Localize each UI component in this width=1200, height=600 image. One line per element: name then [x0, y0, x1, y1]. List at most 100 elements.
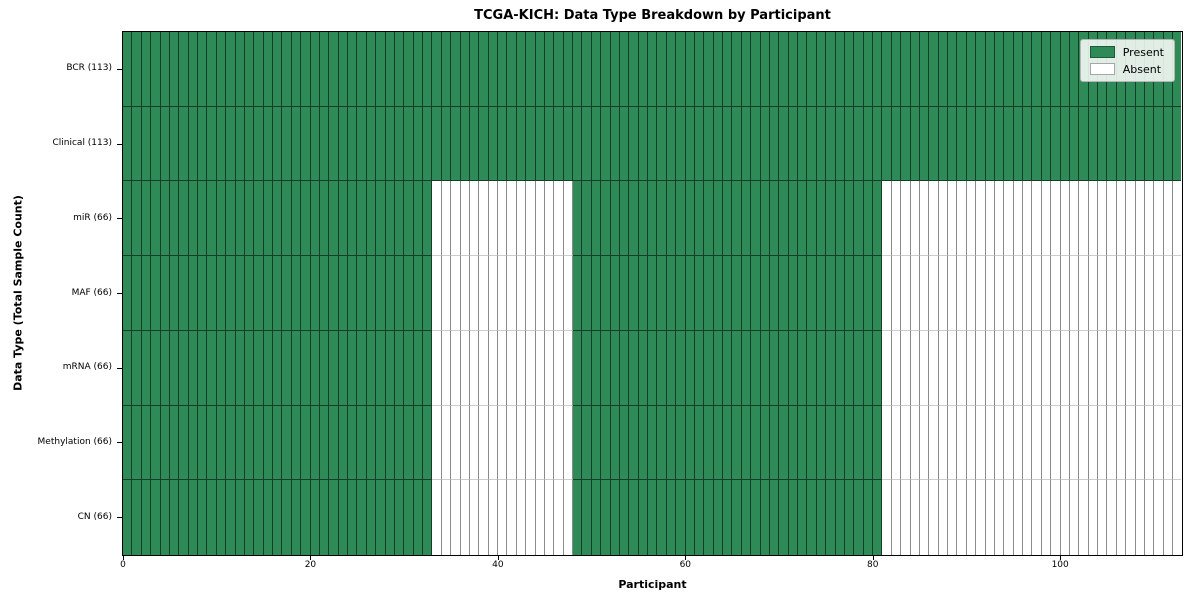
present-cell	[779, 330, 789, 406]
legend-label: Present	[1122, 45, 1164, 59]
present-cell	[751, 106, 761, 182]
absent-cell	[460, 256, 470, 331]
present-cell	[1041, 106, 1052, 182]
present-cell	[629, 106, 639, 182]
present-cell	[573, 106, 583, 182]
present-cell	[310, 32, 320, 107]
present-cell	[732, 32, 742, 107]
absent-cell	[507, 181, 517, 257]
present-cell	[694, 405, 705, 481]
present-cell	[685, 106, 695, 182]
present-cell	[798, 106, 808, 182]
present-cell	[713, 330, 723, 406]
present-cell	[769, 181, 780, 257]
absent-cell	[957, 480, 967, 556]
present-cell	[760, 256, 770, 331]
present-cell	[141, 32, 152, 107]
present-cell	[179, 181, 189, 257]
present-cell	[732, 256, 742, 331]
present-cell	[816, 106, 827, 182]
absent-cell	[441, 181, 452, 257]
present-cell	[338, 480, 348, 556]
absent-cell	[901, 181, 911, 257]
present-cell	[751, 480, 761, 556]
present-cell	[798, 181, 808, 257]
present-cell	[348, 106, 358, 182]
present-cell	[779, 405, 789, 481]
present-cell	[432, 32, 442, 107]
present-cell	[404, 405, 414, 481]
present-cell	[844, 181, 855, 257]
absent-cell	[1116, 181, 1127, 257]
present-cell	[835, 181, 845, 257]
present-cell	[779, 256, 789, 331]
x-tick-label: 0	[120, 560, 126, 570]
present-cell	[610, 32, 620, 107]
present-cell	[291, 32, 302, 107]
present-cell	[854, 480, 864, 556]
present-cell	[376, 330, 386, 406]
present-cell	[348, 32, 358, 107]
absent-cell	[469, 330, 480, 406]
present-cell	[741, 405, 752, 481]
present-cell	[535, 32, 545, 107]
present-cell	[788, 330, 798, 406]
absent-cell	[1135, 256, 1145, 331]
present-cell	[638, 181, 648, 257]
absent-cell	[535, 330, 545, 406]
present-cell	[760, 32, 770, 107]
present-cell	[723, 480, 733, 556]
present-cell	[226, 106, 236, 182]
present-cell	[582, 106, 592, 182]
present-cell	[1032, 106, 1042, 182]
present-cell	[563, 106, 573, 182]
present-cell	[601, 181, 611, 257]
present-cell	[629, 480, 639, 556]
absent-cell	[1088, 480, 1098, 556]
present-cell	[816, 32, 827, 107]
present-cell	[666, 181, 677, 257]
present-cell	[319, 181, 330, 257]
present-cell	[301, 480, 311, 556]
present-cell	[207, 480, 217, 556]
present-cell	[638, 106, 648, 182]
absent-cell	[1154, 256, 1164, 331]
absent-cell	[1004, 256, 1014, 331]
present-cell	[348, 181, 358, 257]
absent-cell	[469, 256, 480, 331]
absent-cell	[1107, 330, 1117, 406]
absent-cell	[1088, 330, 1098, 406]
absent-cell	[1023, 480, 1033, 556]
absent-cell	[901, 330, 911, 406]
present-cell	[1069, 32, 1080, 107]
present-cell	[723, 32, 733, 107]
present-cell	[938, 106, 948, 182]
absent-cell	[938, 330, 948, 406]
absent-cell	[938, 405, 948, 481]
present-cell	[582, 480, 592, 556]
present-cell	[329, 405, 339, 481]
present-cell	[573, 181, 583, 257]
present-cell	[704, 480, 714, 556]
absent-cell	[1173, 480, 1182, 556]
absent-cell	[460, 181, 470, 257]
absent-cell	[901, 405, 911, 481]
present-cell	[741, 181, 752, 257]
present-cell	[854, 256, 864, 331]
x-tick-label: 40	[492, 560, 504, 570]
absent-cell	[507, 405, 517, 481]
present-cell	[535, 106, 545, 182]
present-cell	[676, 181, 686, 257]
y-tick-label: CN (66)	[77, 511, 112, 522]
present-cell	[338, 106, 348, 182]
present-cell	[207, 181, 217, 257]
present-cell	[704, 32, 714, 107]
absent-cell	[910, 181, 920, 257]
present-cell	[854, 32, 864, 107]
present-cell	[141, 480, 152, 556]
present-cell	[685, 405, 695, 481]
present-cell	[291, 480, 302, 556]
absent-cell	[1126, 405, 1136, 481]
absent-cell	[563, 181, 573, 257]
